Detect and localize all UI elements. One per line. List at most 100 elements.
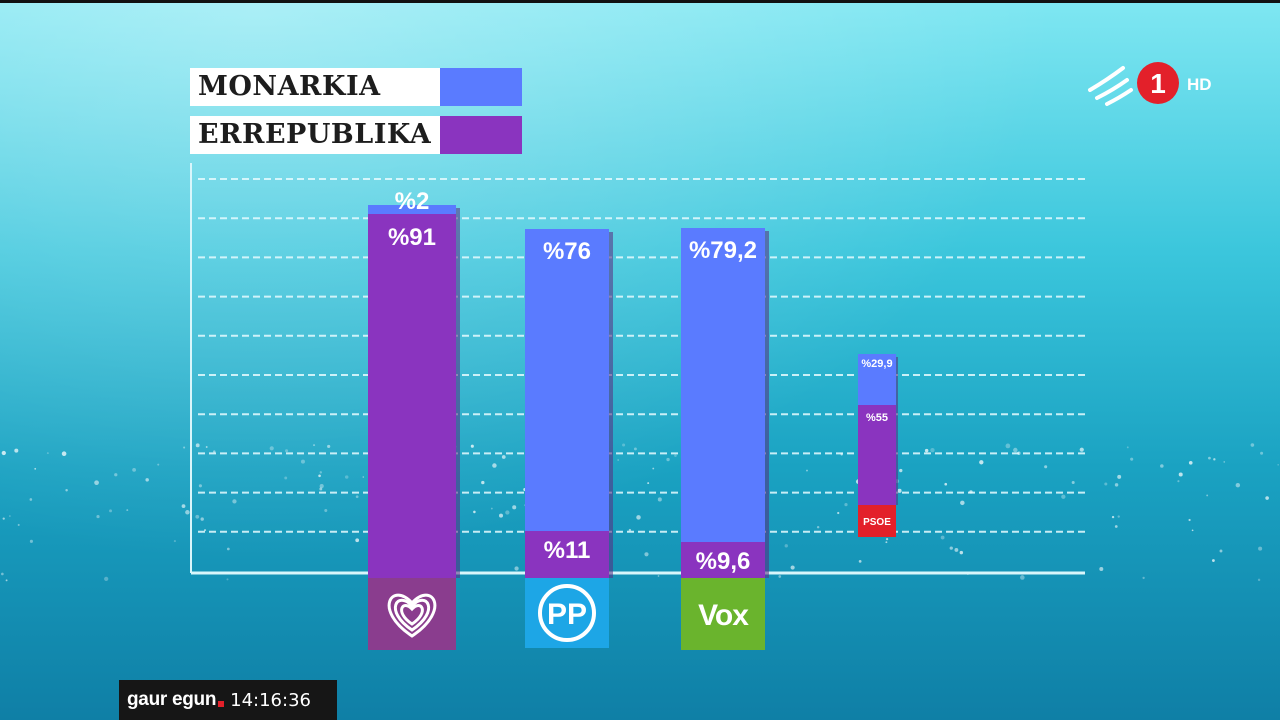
top-border <box>0 0 1280 3</box>
particle <box>2 517 5 520</box>
particle <box>1212 559 1215 562</box>
particle <box>481 480 485 485</box>
particle <box>14 448 19 453</box>
bar-segment-monarkia <box>681 228 765 542</box>
particle <box>1208 456 1211 460</box>
particle <box>285 449 289 453</box>
particle <box>318 474 321 478</box>
particle <box>1223 461 1226 463</box>
particle <box>1260 451 1264 455</box>
particle <box>226 578 229 581</box>
particle <box>126 509 129 512</box>
hd-badge: HD <box>1187 75 1212 94</box>
particle <box>1160 464 1164 468</box>
particle <box>65 489 68 492</box>
particle <box>29 539 33 543</box>
particle <box>885 537 889 541</box>
particle <box>806 469 808 472</box>
particle <box>1 450 6 456</box>
particle <box>944 482 948 486</box>
particle <box>959 550 964 555</box>
clock-time: 14:16:36 <box>230 689 311 711</box>
particle <box>195 443 200 448</box>
bar-group-pp: %76 %11 PP <box>525 229 613 648</box>
particle <box>324 509 328 513</box>
heart-icon <box>387 593 437 638</box>
particle <box>647 482 650 485</box>
particle <box>1111 515 1115 519</box>
particle <box>652 467 655 470</box>
particle <box>145 478 149 482</box>
data-label-monarkia: %76 <box>543 238 591 265</box>
particle <box>622 443 626 447</box>
particle <box>284 476 288 480</box>
bar-group-heart-logo: %2%91 <box>368 188 460 650</box>
particle <box>313 444 316 447</box>
particle <box>470 444 474 448</box>
particle <box>1258 546 1263 551</box>
particle <box>954 548 959 552</box>
particle <box>183 446 186 449</box>
background-particles <box>1 443 1280 582</box>
news-ticker: gaur egun 14:16:36 <box>119 680 337 720</box>
particle <box>319 471 322 474</box>
bar-segment-errepublika <box>525 531 609 578</box>
particle <box>355 538 360 543</box>
particle <box>501 455 506 459</box>
particle <box>104 576 109 582</box>
particle <box>1206 494 1209 497</box>
particle <box>940 535 945 540</box>
particle <box>204 529 207 532</box>
legend-label-errepublika: ERREPUBLIKA <box>190 116 440 154</box>
particle <box>897 488 902 493</box>
particle <box>1177 480 1180 483</box>
heart-logo-tile <box>368 578 456 650</box>
particle <box>319 487 323 491</box>
particle <box>512 505 517 510</box>
particle <box>657 575 660 577</box>
particle <box>132 468 137 472</box>
vox-logo-text: Vox <box>698 599 749 632</box>
particle <box>205 446 208 448</box>
psoe-logo-text: PSOE <box>863 517 891 528</box>
particle <box>1257 578 1261 582</box>
particle <box>1 572 4 576</box>
particle <box>1079 447 1084 452</box>
particle <box>94 480 99 486</box>
chart-grid <box>198 178 1085 533</box>
particle <box>1117 515 1120 518</box>
bar-segment-monarkia <box>525 229 609 531</box>
data-label-errepublika: %55 <box>866 412 888 424</box>
particle <box>1219 549 1223 553</box>
data-label-monarkia: %29,9 <box>861 358 892 370</box>
particle <box>644 552 649 557</box>
particle <box>195 514 200 519</box>
particle <box>34 467 37 470</box>
particle <box>198 484 202 488</box>
particle <box>1235 482 1241 488</box>
bar-segment-monarkia <box>858 354 896 405</box>
vox-logo-tile <box>681 578 765 650</box>
data-label-monarkia: %2 <box>395 188 430 215</box>
pp-logo-ring <box>538 584 596 642</box>
particle <box>885 541 888 544</box>
particle <box>790 565 795 570</box>
particle <box>1213 458 1216 461</box>
particle <box>924 448 929 453</box>
data-label-errepublika: %11 <box>544 537 591 564</box>
particle <box>327 444 331 449</box>
particle <box>844 503 848 507</box>
particle <box>1114 525 1118 528</box>
particle <box>46 452 49 455</box>
particle <box>5 579 8 582</box>
particle <box>473 510 476 514</box>
particle <box>1130 457 1134 461</box>
particle <box>666 457 670 462</box>
particle <box>181 504 186 508</box>
particle <box>185 510 190 515</box>
particle <box>1191 529 1194 532</box>
particle <box>226 547 230 551</box>
particle <box>1265 496 1269 500</box>
